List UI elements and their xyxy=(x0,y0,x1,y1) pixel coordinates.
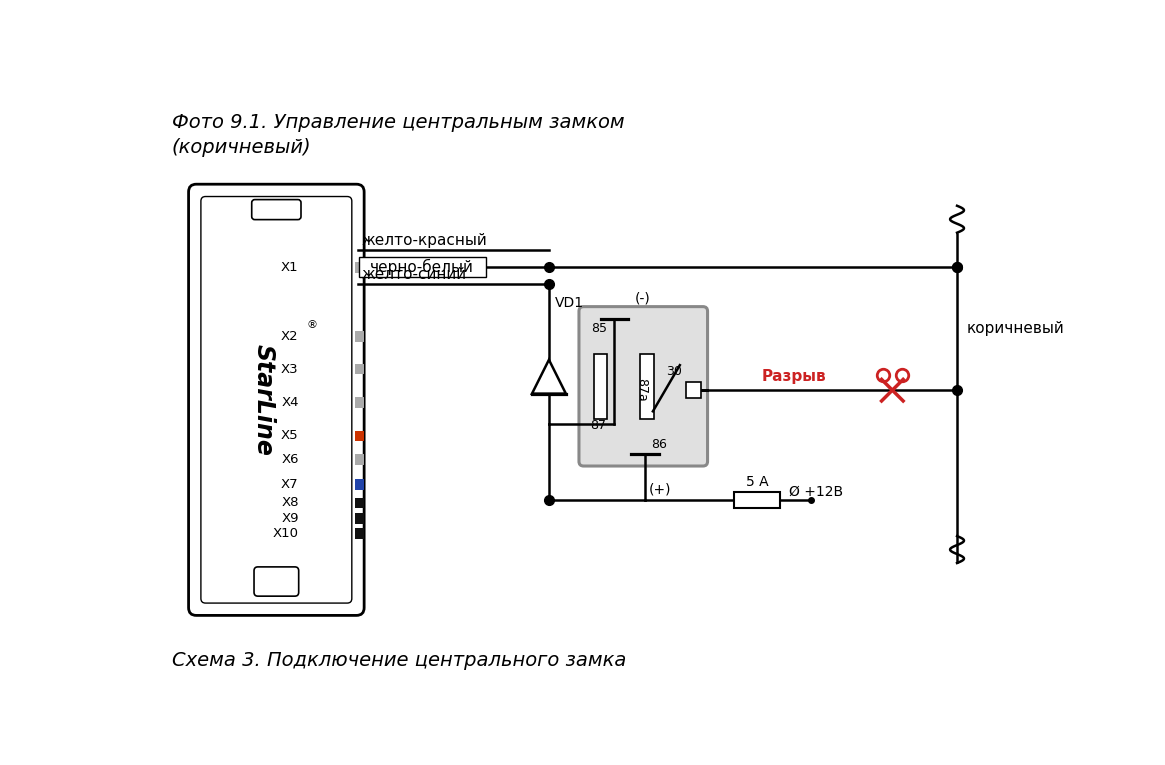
Bar xyxy=(355,397,365,408)
Text: Ø +12В: Ø +12В xyxy=(789,484,843,498)
Text: X4: X4 xyxy=(281,396,298,409)
Text: X9: X9 xyxy=(281,512,298,525)
Bar xyxy=(686,382,701,398)
Text: VD1: VD1 xyxy=(555,296,584,310)
Bar xyxy=(355,363,365,374)
FancyBboxPatch shape xyxy=(254,567,298,596)
Bar xyxy=(355,513,365,524)
Text: Фото 9.1. Управление центральным замком: Фото 9.1. Управление центральным замком xyxy=(171,113,624,132)
Bar xyxy=(355,529,365,539)
Text: 85: 85 xyxy=(592,322,607,335)
Text: StarLine: StarLine xyxy=(252,343,276,456)
Text: 86: 86 xyxy=(651,438,668,451)
Text: 87a: 87a xyxy=(635,379,648,402)
Text: 87: 87 xyxy=(589,419,606,432)
Bar xyxy=(355,331,365,342)
Text: коричневый: коричневый xyxy=(966,321,1064,337)
Text: черно-белый: черно-белый xyxy=(370,259,474,275)
Text: Схема 3. Подключение центрального замка: Схема 3. Подключение центрального замка xyxy=(171,651,626,670)
Bar xyxy=(594,353,607,419)
Bar xyxy=(734,492,779,508)
FancyBboxPatch shape xyxy=(579,307,707,466)
Text: (-): (-) xyxy=(635,291,651,305)
Bar xyxy=(355,431,365,441)
Text: X3: X3 xyxy=(281,363,298,376)
Bar xyxy=(355,479,365,490)
Bar xyxy=(640,353,654,419)
Text: 5 А: 5 А xyxy=(746,475,768,489)
Text: Разрыв: Разрыв xyxy=(762,369,826,384)
Bar xyxy=(355,497,365,509)
Text: желто-синий: желто-синий xyxy=(362,267,467,282)
Text: X7: X7 xyxy=(281,478,298,491)
FancyBboxPatch shape xyxy=(189,184,365,615)
Text: ®: ® xyxy=(306,320,317,330)
Bar xyxy=(355,454,365,465)
Text: X10: X10 xyxy=(273,527,298,540)
Text: желто-красный: желто-красный xyxy=(362,233,488,248)
Text: X6: X6 xyxy=(281,454,298,467)
Text: X1: X1 xyxy=(281,261,298,274)
FancyBboxPatch shape xyxy=(252,200,301,220)
Text: X8: X8 xyxy=(281,496,298,509)
Text: X2: X2 xyxy=(281,330,298,343)
Text: (+): (+) xyxy=(649,482,671,496)
Text: (коричневый): (коричневый) xyxy=(171,138,311,157)
Bar xyxy=(359,257,486,278)
Bar xyxy=(355,262,365,273)
Text: 30: 30 xyxy=(665,365,682,378)
Text: X5: X5 xyxy=(281,429,298,442)
